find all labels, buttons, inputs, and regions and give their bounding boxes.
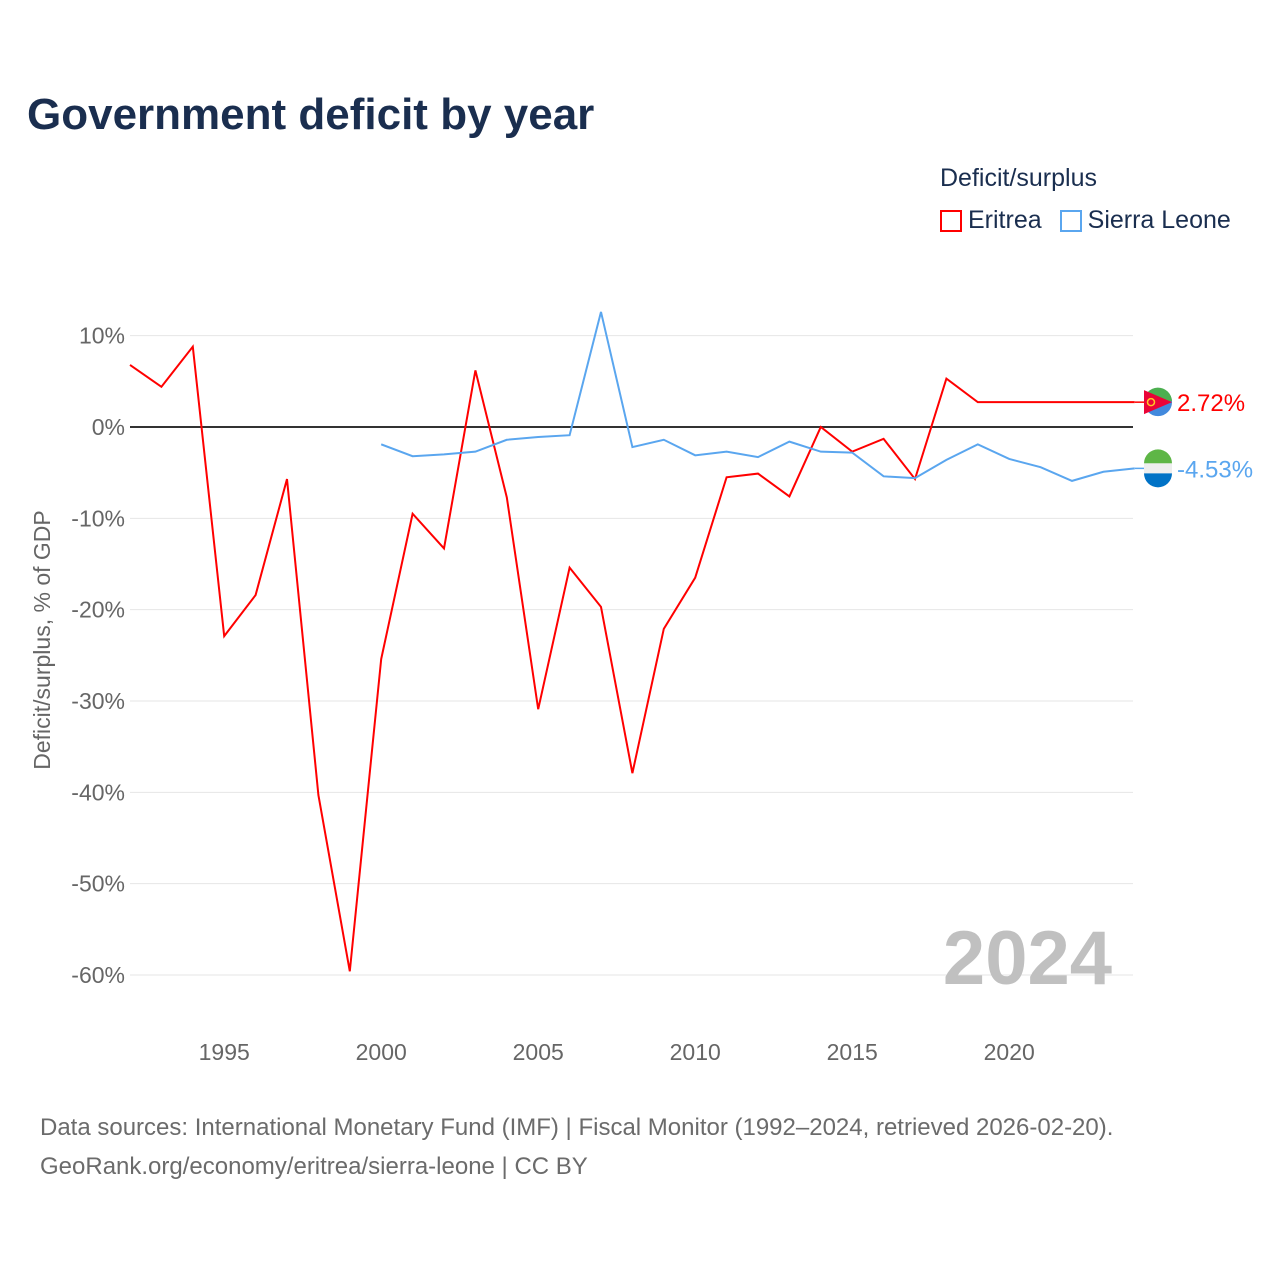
y-tick-label: -60% (71, 962, 125, 988)
x-tick-label: 2015 (827, 1039, 878, 1065)
eritrea-flag-red (1144, 390, 1172, 415)
y-tick-label: -10% (71, 505, 125, 531)
legend-title: Deficit/surplus (940, 164, 1097, 192)
eritrea-flag-emblem (1146, 397, 1156, 407)
source-url: GeoRank.org/economy/eritrea/sierra-leone… (40, 1153, 588, 1180)
y-tick-label: -50% (71, 871, 125, 897)
chart-title: Government deficit by year (27, 90, 595, 139)
x-tick-label: 1995 (199, 1039, 250, 1065)
end-value-label: -4.53% (1177, 456, 1253, 483)
sierra-leone-flag-green (1144, 449, 1172, 464)
sierra-leone-flag-blue (1144, 473, 1172, 488)
x-tick-label: 2010 (670, 1039, 721, 1065)
x-tick-label: 2000 (356, 1039, 407, 1065)
x-tick-label: 2005 (513, 1039, 564, 1065)
series-line-sierra-leone (380, 311, 1135, 482)
legend-label: Eritrea (968, 206, 1042, 234)
legend-label: Sierra Leone (1087, 206, 1231, 234)
data-source: Data sources: International Monetary Fun… (40, 1114, 1114, 1141)
y-tick-label: 10% (79, 323, 125, 349)
legend-item-eritrea[interactable]: Eritrea (940, 206, 1042, 235)
series-line-eritrea (129, 344, 1135, 972)
y-tick-label: -40% (71, 779, 125, 805)
sierra-leone-flag-white (1144, 463, 1172, 474)
y-tick-label: 0% (92, 414, 125, 440)
year-watermark: 2024 (943, 916, 1112, 1001)
legend: Eritrea Sierra Leone (940, 206, 1231, 235)
x-tick-label: 2020 (984, 1039, 1035, 1065)
legend-swatch-sierra-leone (1059, 209, 1082, 232)
y-tick-label: -20% (71, 597, 125, 623)
y-tick-label: -30% (71, 688, 125, 714)
footer: Data sources: International Monetary Fun… (40, 1108, 1113, 1186)
end-value-label: 2.72% (1177, 390, 1245, 417)
y-axis-label: Deficit/surplus, % of GDP (29, 510, 55, 769)
legend-swatch-eritrea (940, 209, 962, 232)
legend-item-sierra-leone[interactable]: Sierra Leone (1059, 206, 1231, 235)
